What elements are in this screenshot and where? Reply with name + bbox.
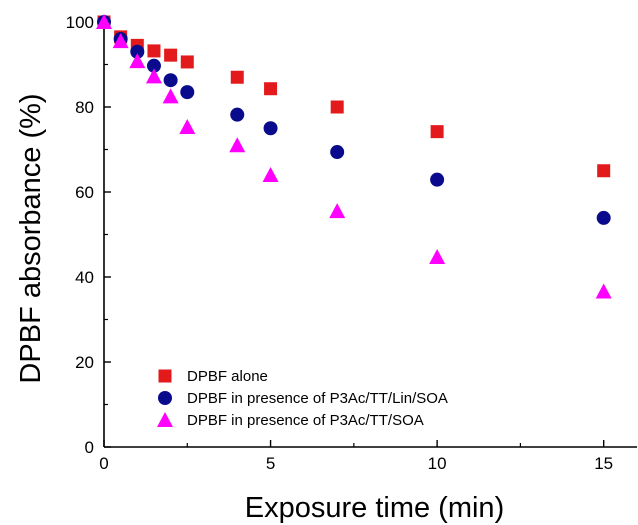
- y-tick-label: 100: [66, 13, 94, 32]
- data-point-series-3: [96, 14, 112, 29]
- data-point-series-3: [262, 167, 279, 182]
- data-point-series-2: [230, 107, 245, 122]
- data-point-series-1: [264, 82, 278, 96]
- y-tick-label: 60: [75, 183, 94, 202]
- data-point-series-3: [129, 53, 146, 69]
- y-axis-title: DPBF absorbance (%): [15, 93, 47, 383]
- data-point-series-3: [179, 118, 196, 134]
- data-point-series-3: [595, 283, 612, 299]
- x-tick-label: 15: [594, 454, 613, 473]
- y-tick-label: 80: [75, 98, 94, 117]
- legend-marker-3: [157, 412, 173, 427]
- data-point-series-2: [163, 73, 178, 88]
- legend: DPBF alone DPBF in presence of P3Ac/TT/Li…: [157, 368, 448, 429]
- x-tick-label: 5: [266, 454, 275, 473]
- y-tick-label: 0: [85, 438, 94, 457]
- data-point-series-1: [147, 44, 161, 58]
- legend-marker-1: [158, 369, 172, 383]
- data-point-series-3: [162, 88, 179, 104]
- data-point-series-1: [164, 48, 178, 62]
- data-point-series-3: [329, 203, 346, 219]
- legend-label-1: DPBF alone: [187, 368, 268, 385]
- x-axis-title: Exposure time (min): [245, 492, 504, 524]
- data-point-series-3: [112, 33, 129, 49]
- data-point-series-2: [596, 210, 611, 225]
- data-point-series-1: [230, 70, 244, 84]
- legend-marker-2: [158, 391, 172, 405]
- data-point-series-2: [180, 85, 195, 100]
- data-point-series-3: [145, 68, 162, 84]
- data-point-series-2: [263, 121, 278, 136]
- x-tick-label: 10: [428, 454, 447, 473]
- y-tick-label: 40: [75, 268, 94, 287]
- data-point-series-2: [146, 58, 161, 73]
- legend-label-2: DPBF in presence of P3Ac/TT/Lin/SOA: [187, 390, 448, 407]
- axes: 0 20 40 60 80 100 0 5 10 15: [66, 13, 637, 473]
- data-point-series-1: [597, 164, 611, 178]
- data-point-series-1: [180, 55, 194, 69]
- data-point-series-2: [130, 44, 145, 59]
- y-tick-label: 20: [75, 353, 94, 372]
- data-point-series-2: [330, 145, 345, 160]
- data-points: [96, 14, 612, 299]
- legend-label-3: DPBF in presence of P3Ac/TT/SOA: [187, 412, 424, 429]
- data-point-series-1: [430, 125, 444, 139]
- data-point-series-2: [430, 172, 445, 187]
- x-tick-label: 0: [99, 454, 108, 473]
- data-point-series-3: [229, 137, 246, 153]
- data-point-series-1: [330, 100, 344, 114]
- data-point-series-3: [429, 249, 446, 265]
